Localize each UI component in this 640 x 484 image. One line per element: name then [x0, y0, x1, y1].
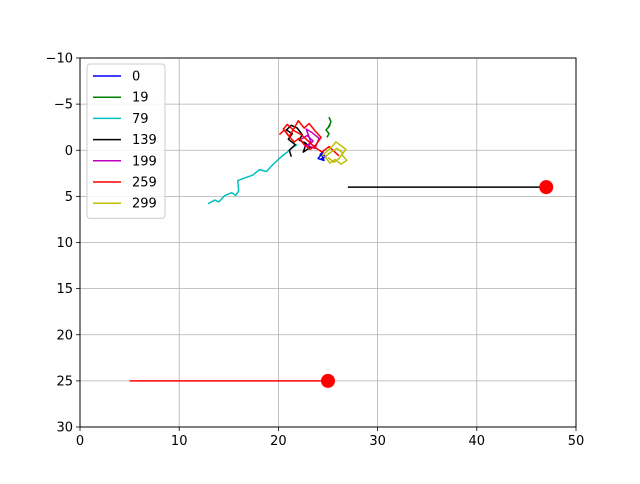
legend-label: 19	[132, 91, 149, 106]
series-line-79	[207, 144, 298, 205]
legend-label: 259	[132, 176, 157, 191]
y-axis: −10 −5 0 5 10 15 20 25 30	[46, 52, 80, 436]
x-tick-label: 50	[568, 434, 585, 449]
series-line-299	[321, 141, 348, 165]
legend-label: 199	[132, 154, 157, 169]
y-tick-label: 25	[56, 374, 73, 389]
x-tick-label: 30	[369, 434, 386, 449]
plot-content	[129, 116, 554, 388]
endpoint-marker	[321, 373, 335, 388]
y-tick-label: 15	[56, 282, 73, 297]
series-line-19	[325, 116, 332, 138]
y-tick-label: −5	[54, 98, 73, 113]
series-line-259	[278, 119, 340, 157]
y-tick-label: 20	[56, 328, 73, 343]
legend-box	[86, 63, 166, 219]
x-tick-label: 10	[171, 434, 188, 449]
endpoint-marker	[539, 180, 554, 195]
x-tick-label: 20	[270, 434, 287, 449]
y-tick-label: 5	[65, 190, 73, 205]
legend-label: 79	[132, 112, 149, 127]
x-tick-label: 40	[469, 434, 486, 449]
y-tick-label: 0	[65, 144, 73, 159]
x-axis: 0 10 20 30 40 50	[76, 427, 584, 449]
y-tick-label: 10	[56, 236, 73, 251]
legend-label: 0	[132, 70, 140, 85]
x-tick-label: 0	[76, 434, 84, 449]
y-tick-label: −10	[46, 52, 73, 67]
legend-label: 299	[132, 197, 157, 212]
legend: 0 19 79 139 199 259 299	[86, 63, 166, 219]
legend-label: 139	[132, 133, 157, 148]
y-tick-label: 30	[56, 421, 73, 436]
